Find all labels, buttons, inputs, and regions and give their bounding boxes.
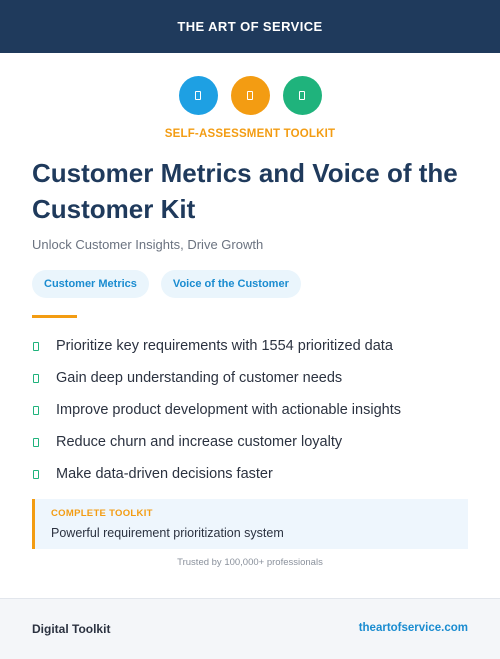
subtitle: Unlock Customer Insights, Drive Growth: [32, 237, 264, 252]
feature-text: Gain deep understanding of customer need…: [56, 370, 343, 386]
feature-list: Prioritize key requirements with 1554 pr…: [32, 330, 401, 490]
page-title: Customer Metrics and Voice of the Custom…: [32, 158, 458, 224]
tag-voice-of-the-customer[interactable]: Voice of the Customer: [160, 270, 301, 298]
list-item: Prioritize key requirements with 1554 pr…: [32, 330, 401, 362]
check-icon: [33, 469, 39, 479]
header-bar: THE ART OF SERVICE: [0, 0, 500, 53]
callout-text: Powerful requirement prioritization syst…: [51, 526, 284, 540]
toolkit-callout: COMPLETE TOOLKIT Powerful requirement pr…: [32, 499, 468, 549]
document-icon: [178, 76, 218, 115]
website-link[interactable]: theartofservice.com: [358, 622, 468, 634]
document-icon: [230, 76, 270, 115]
check-icon: [33, 405, 39, 415]
brand-name: THE ART OF SERVICE: [177, 19, 323, 34]
feature-text: Reduce churn and increase customer loyal…: [56, 434, 343, 450]
accent-divider: [32, 315, 77, 318]
callout-label: COMPLETE TOOLKIT: [51, 508, 153, 519]
footer-label: Digital Toolkit: [32, 622, 111, 636]
list-item: Improve product development with actiona…: [32, 394, 401, 426]
document-icon: [282, 76, 322, 115]
feature-text: Prioritize key requirements with 1554 pr…: [56, 338, 393, 354]
tag-customer-metrics[interactable]: Customer Metrics: [32, 270, 149, 298]
list-item: Reduce churn and increase customer loyal…: [32, 426, 401, 458]
check-icon: [33, 373, 39, 383]
list-item: Make data-driven decisions faster: [32, 458, 401, 490]
footer: Digital Toolkit theartofservice.com: [0, 598, 500, 659]
list-item: Gain deep understanding of customer need…: [32, 362, 401, 394]
tag-list: Customer Metrics Voice of the Customer: [32, 270, 301, 298]
kicker-label: SELF-ASSESSMENT TOOLKIT: [164, 128, 336, 140]
trusted-note: Trusted by 100,000+ professionals: [177, 557, 323, 568]
check-icon: [33, 437, 39, 447]
feature-text: Make data-driven decisions faster: [56, 466, 273, 482]
check-icon: [33, 341, 39, 351]
feature-text: Improve product development with actiona…: [56, 402, 401, 418]
icon-row: [0, 76, 500, 115]
